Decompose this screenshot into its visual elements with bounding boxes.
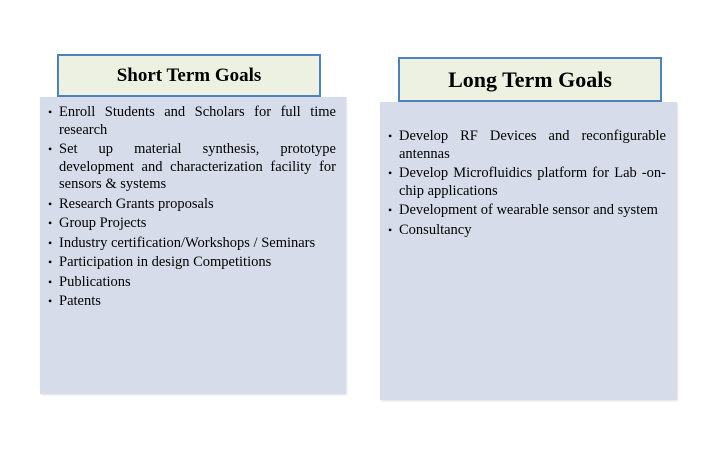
list-item-text: Enroll Students and Scholars for full ti… bbox=[59, 104, 336, 138]
list-item-text: Develop RF Devices and reconfigurable an… bbox=[399, 128, 666, 162]
bullet-icon: • bbox=[48, 142, 53, 156]
list-item: • Development of wearable sensor and syst… bbox=[388, 202, 666, 220]
list-item-text: Group Projects bbox=[59, 215, 147, 231]
short-term-goals-panel: • Enroll Students and Scholars for full t… bbox=[40, 97, 346, 394]
list-item-text: Industry certification/Workshops / Semin… bbox=[59, 234, 316, 251]
list-item-text: Participation in design Competitions bbox=[59, 254, 272, 270]
list-item: • Enroll Students and Scholars for full t… bbox=[48, 104, 336, 139]
long-term-goals-panel: • Develop RF Devices and reconfigurable a… bbox=[380, 102, 677, 400]
short-term-goals-title: Short Term Goals bbox=[57, 54, 321, 97]
long-term-goals-title: Long Term Goals bbox=[398, 57, 662, 102]
list-item: • Research Grants proposals bbox=[48, 196, 336, 214]
bullet-icon: • bbox=[388, 203, 393, 217]
list-item: • Industry certification/Workshops / Semi… bbox=[48, 235, 336, 253]
bullet-icon: • bbox=[388, 222, 393, 237]
list-item: • Participation in design Competitions bbox=[48, 254, 336, 272]
bullet-icon: • bbox=[48, 255, 53, 269]
bullet-icon: • bbox=[48, 274, 53, 289]
bullet-icon: • bbox=[48, 196, 53, 211]
list-item: • Patents bbox=[48, 293, 336, 311]
list-item: • Develop Microfluidics platform for Lab … bbox=[388, 165, 666, 200]
short-term-goals-list: • Enroll Students and Scholars for full t… bbox=[48, 104, 336, 313]
list-item: • Publications bbox=[48, 274, 336, 292]
bullet-icon: • bbox=[388, 129, 393, 143]
bullet-icon: • bbox=[48, 216, 53, 230]
long-term-goals-list: • Develop RF Devices and reconfigurable a… bbox=[388, 128, 666, 241]
bullet-icon: • bbox=[48, 235, 53, 250]
list-item-text: Research Grants proposals bbox=[59, 195, 214, 212]
list-item: • Develop RF Devices and reconfigurable a… bbox=[388, 128, 666, 163]
list-item: • Set up material synthesis, prototype de… bbox=[48, 141, 336, 194]
list-item-text: Develop Microfluidics platform for Lab -… bbox=[399, 165, 666, 199]
bullet-icon: • bbox=[48, 105, 53, 119]
list-item-text: Set up material synthesis, prototype dev… bbox=[59, 141, 336, 192]
bullet-icon: • bbox=[388, 166, 393, 180]
list-item-text: Patents bbox=[59, 293, 101, 309]
list-item: • Consultancy bbox=[388, 222, 666, 240]
list-item: • Group Projects bbox=[48, 215, 336, 233]
bullet-icon: • bbox=[48, 294, 53, 308]
list-item-text: Publications bbox=[59, 273, 131, 290]
list-item-text: Development of wearable sensor and syste… bbox=[399, 202, 658, 218]
list-item-text: Consultancy bbox=[399, 221, 472, 238]
